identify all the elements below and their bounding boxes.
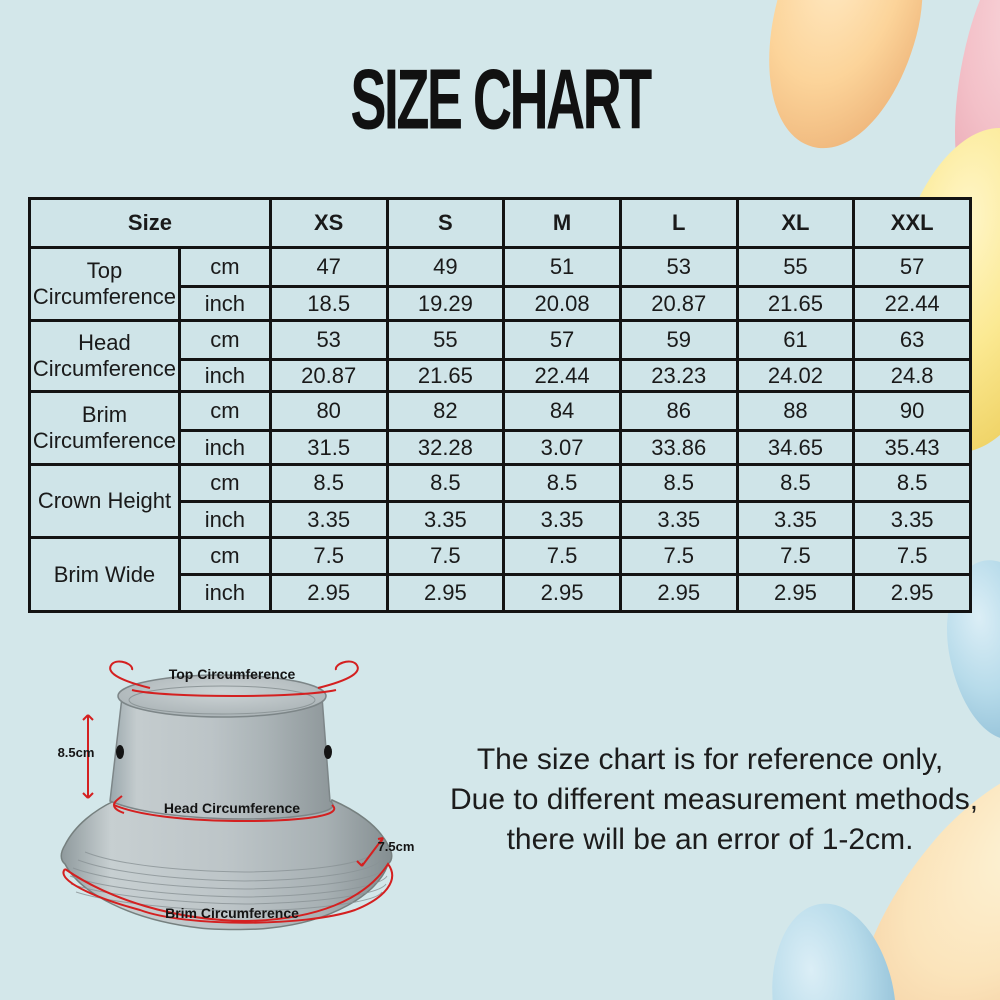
svg-text:Head Circumference: Head Circumference — [164, 800, 300, 816]
svg-text:Top Circumference: Top Circumference — [169, 666, 296, 682]
svg-text:Brim Circumference: Brim Circumference — [165, 905, 299, 921]
svg-text:7.5cm: 7.5cm — [378, 839, 415, 854]
svg-text:8.5cm: 8.5cm — [58, 745, 95, 760]
